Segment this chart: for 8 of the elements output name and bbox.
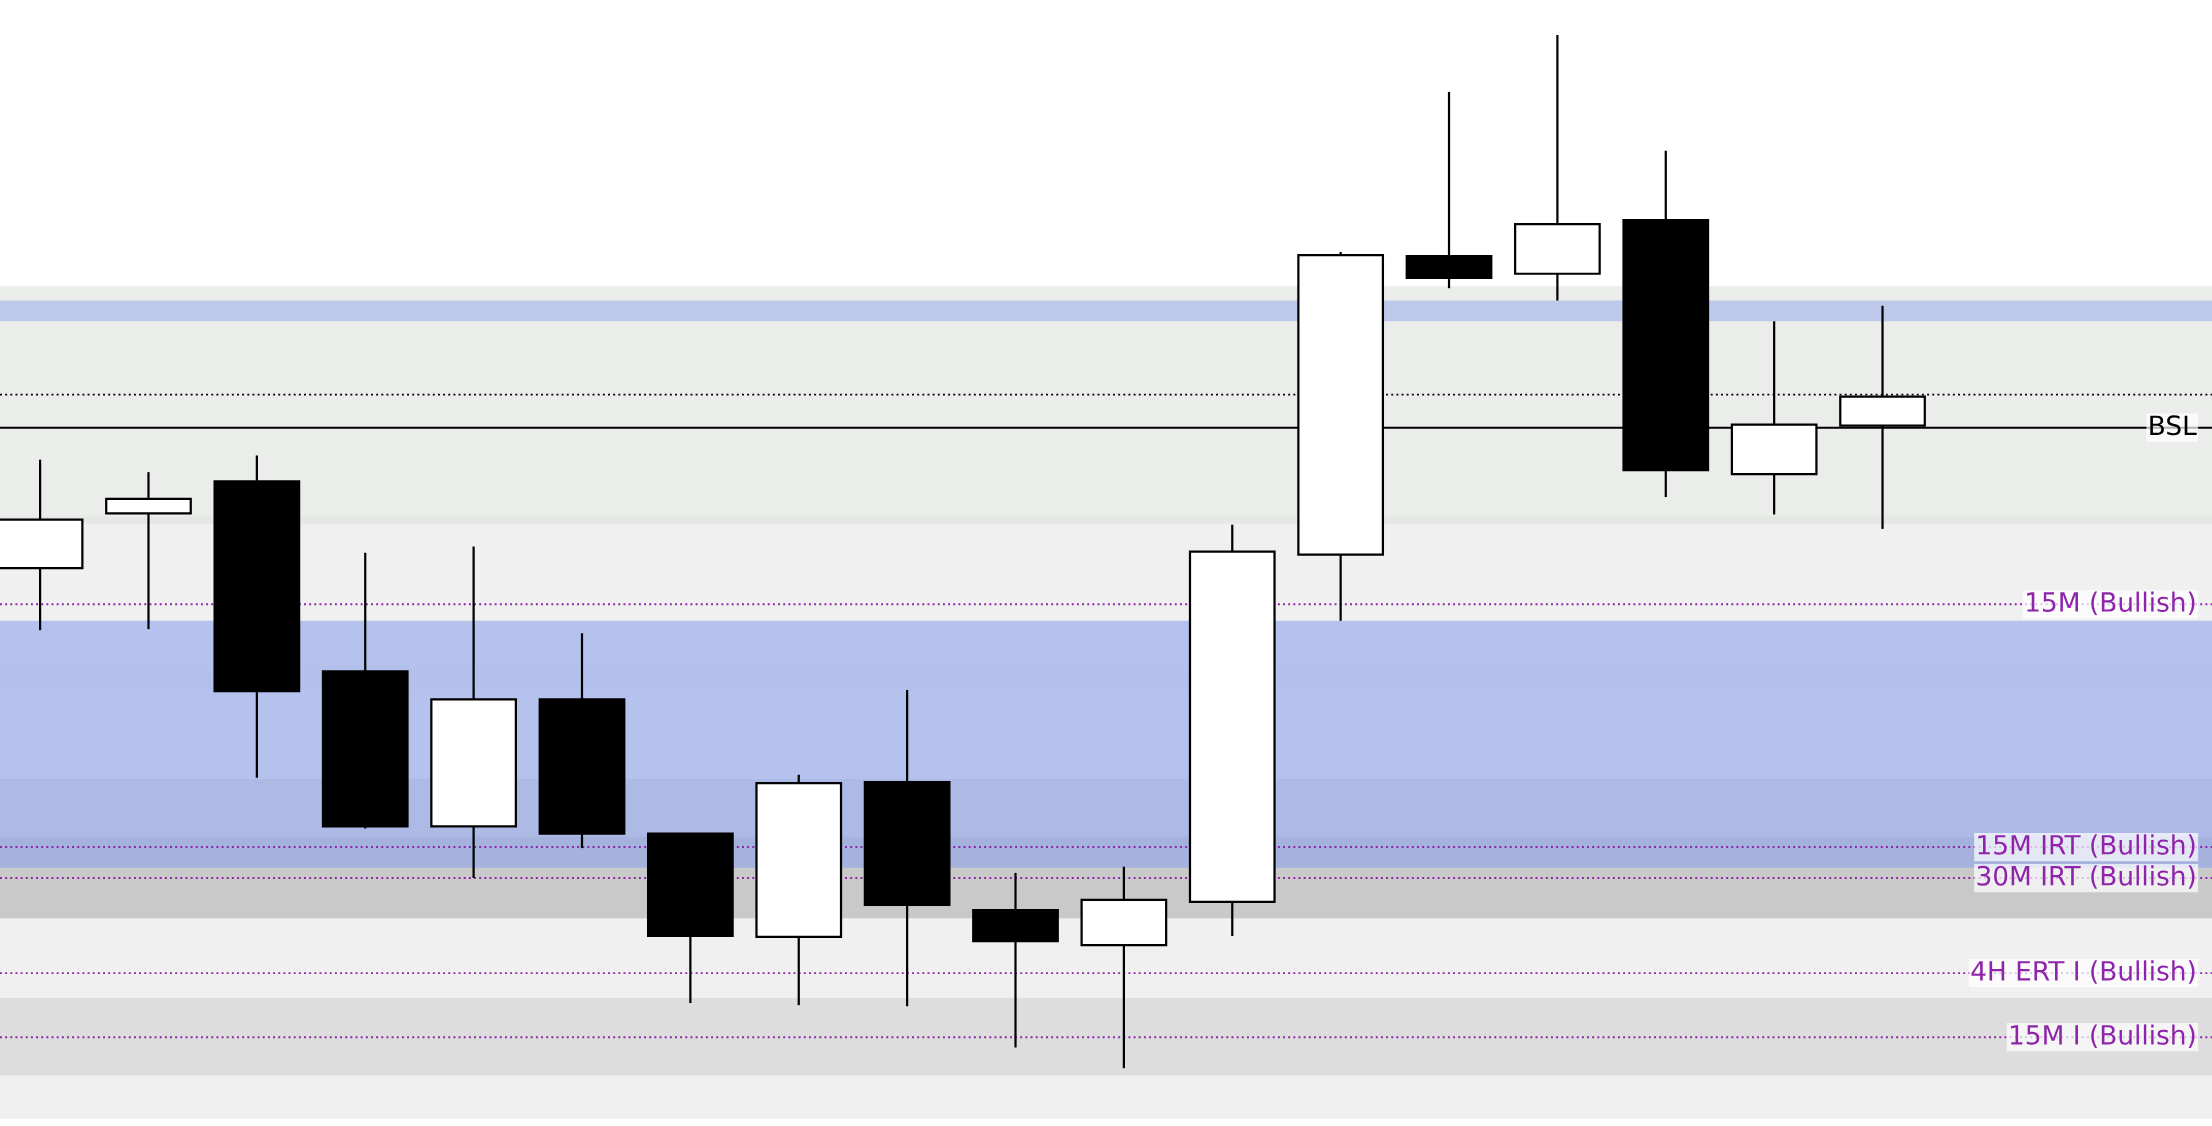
ref-line-label: BSL [2150,415,2197,436]
ref-line-label: 15M IRT (Bullish) [1978,834,2195,858]
candlestick [105,470,192,631]
ref-line-label: 4H ERT I (Bullish) [1971,960,2195,984]
ref-line-label: 15M I (Bullish) [2010,1024,2195,1048]
ref-line-label: 30M IRT (Bullish) [1977,865,2195,889]
candlestick [1405,90,1493,290]
ref-line-label: 15M (Bullish) [2027,591,2195,616]
